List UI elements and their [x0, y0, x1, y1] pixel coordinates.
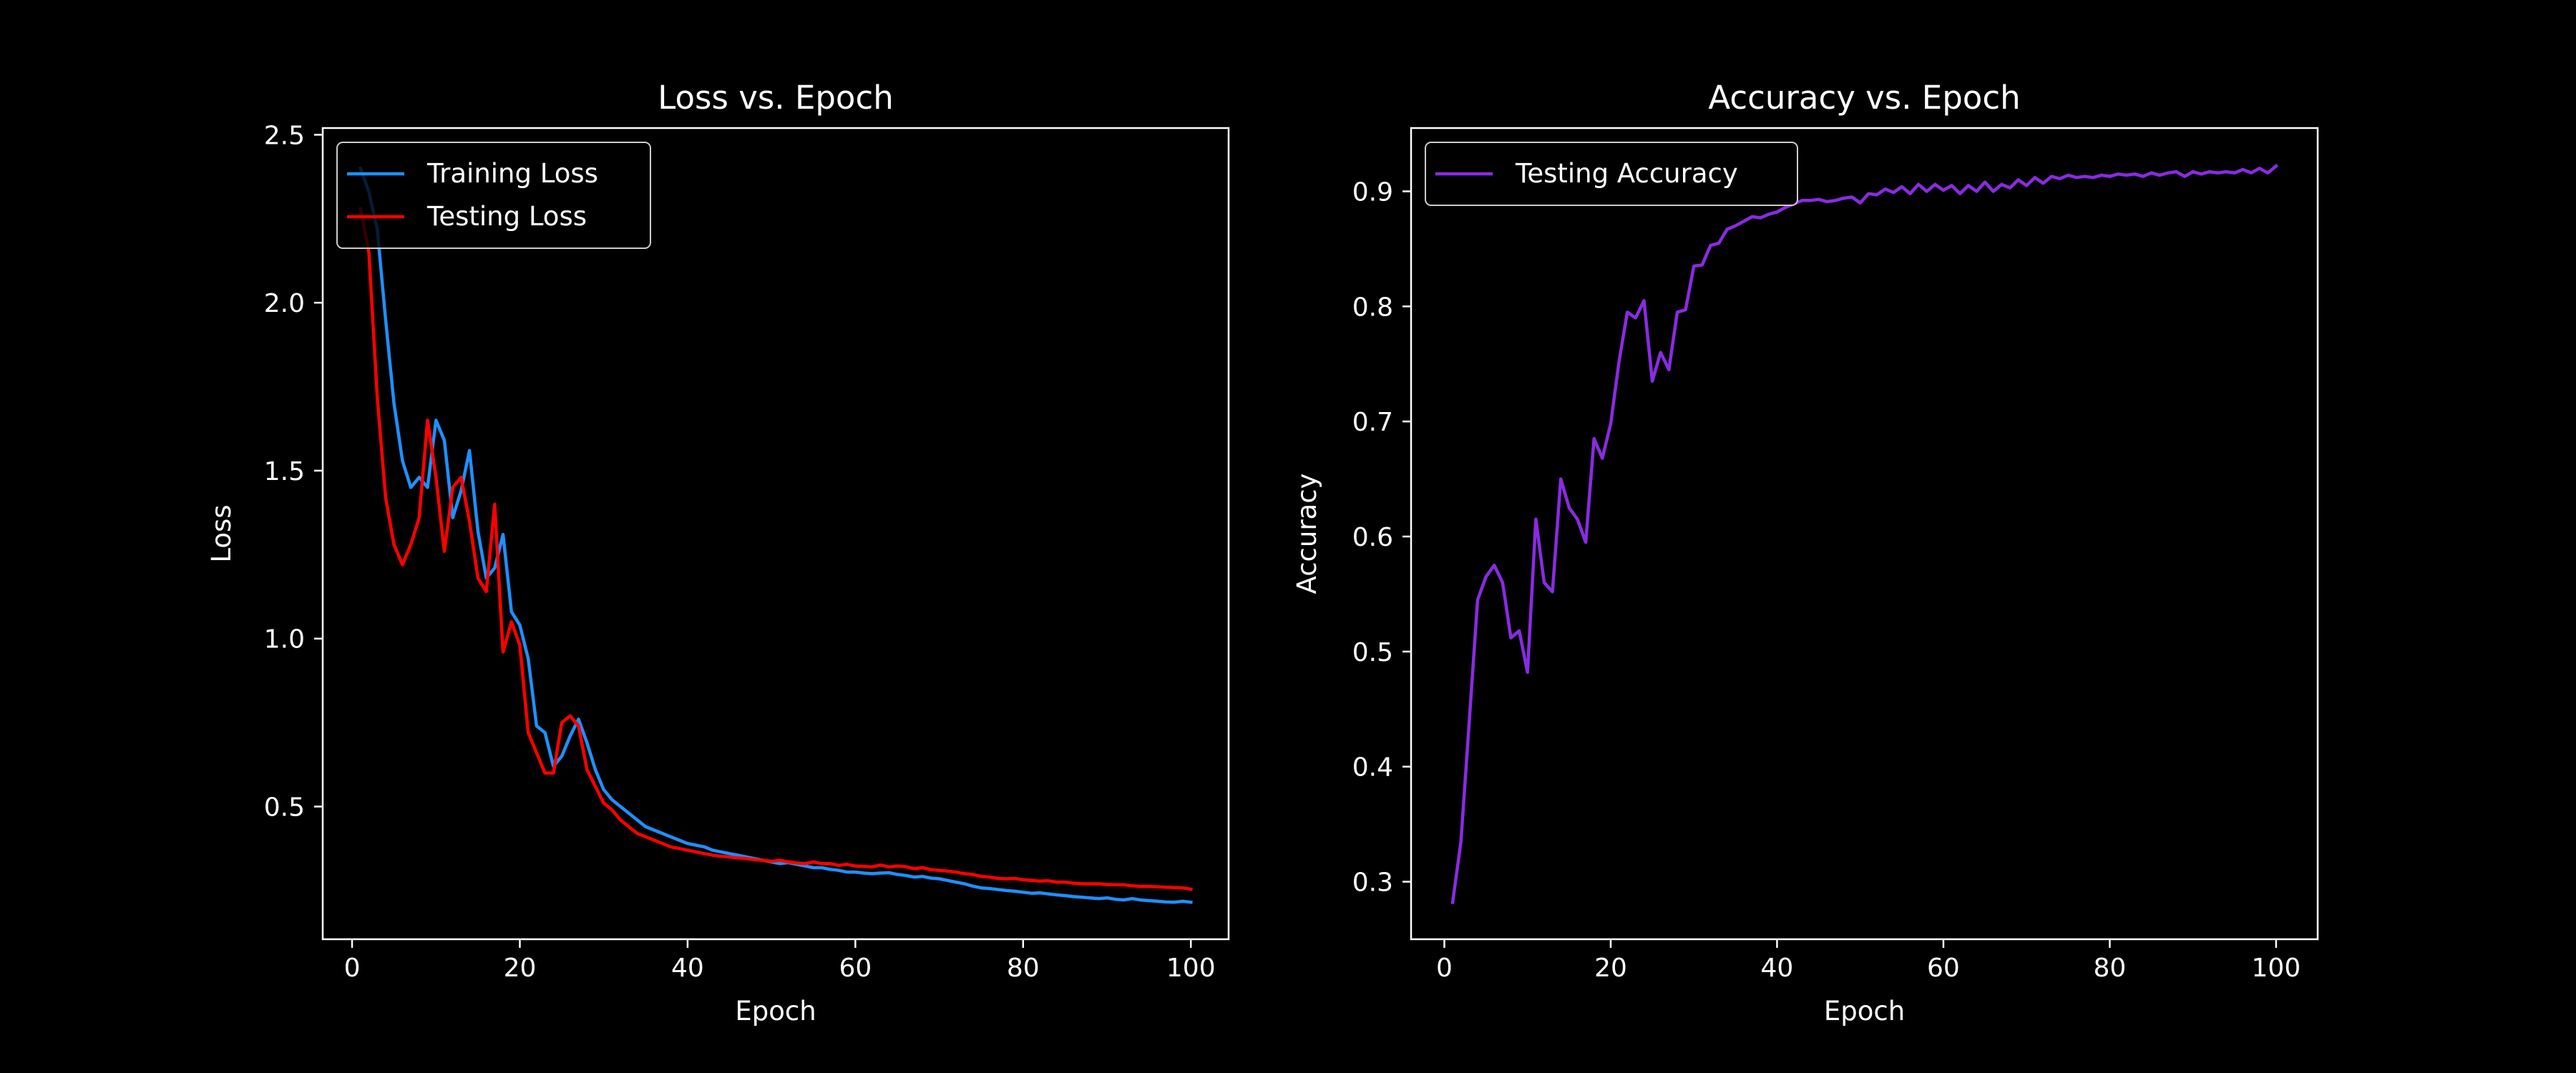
series-line-testing-loss [358, 207, 1193, 891]
y-tick-label: 1.5 [264, 457, 305, 486]
y-tick-label: 2.0 [264, 289, 305, 318]
y-tick-label: 2.5 [264, 121, 305, 150]
y-tick-label: 0.4 [1352, 753, 1393, 783]
y-axis-label: Loss [206, 504, 237, 562]
accuracy-chart: 0 20 40 60 80 100 0.3 0.4 0.5 0.6 0.7 0.8 0.9 Accurac… [1292, 79, 2319, 1027]
y-tick-label: 0.5 [264, 793, 305, 823]
series-line-testing-accuracy [1450, 163, 2279, 905]
chart-title: Accuracy vs. Epoch [1708, 79, 2020, 117]
axes-frame [321, 127, 1230, 941]
x-tick-label: 80 [1007, 954, 1040, 983]
x-tick-label: 0 [344, 954, 361, 983]
y-tick-label: 0.9 [1352, 177, 1393, 207]
legend-label-testing-loss: Testing Loss [426, 201, 587, 232]
legend-label-training-loss: Training Loss [426, 158, 598, 189]
loss-chart: 0 20 40 60 80 100 0.5 1.0 1.5 2.0 2.5 Loss vs. Epoc… [206, 79, 1230, 1027]
y-tick-label: 1.0 [264, 625, 305, 655]
x-tick-label: 80 [2093, 954, 2126, 983]
x-tick-label: 40 [671, 954, 704, 983]
x-tick-label: 100 [1166, 954, 1216, 983]
legend: Training Loss Testing Loss [336, 142, 651, 249]
y-tick-label: 0.8 [1352, 293, 1393, 322]
chart-title: Loss vs. Epoch [658, 79, 893, 117]
x-tick-label: 60 [1927, 954, 1960, 983]
x-axis-label: Epoch [735, 996, 816, 1027]
axes-frame [1410, 127, 2319, 941]
x-tick-label: 40 [1761, 954, 1794, 983]
y-tick-label: 0.3 [1352, 868, 1393, 898]
x-tick-label: 60 [839, 954, 872, 983]
legend-label-testing-accuracy: Testing Accuracy [1515, 158, 1738, 189]
y-tick-label: 0.7 [1352, 408, 1393, 437]
x-tick-label: 0 [1436, 954, 1453, 983]
y-tick-label: 0.6 [1352, 523, 1393, 552]
y-axis-label: Accuracy [1292, 474, 1322, 594]
legend: Testing Accuracy [1425, 142, 1798, 206]
x-tick-label: 100 [2252, 954, 2301, 983]
x-axis-label: Epoch [1824, 996, 1905, 1027]
x-tick-label: 20 [1594, 954, 1627, 983]
legend-box [1425, 142, 1798, 206]
x-tick-label: 20 [504, 954, 537, 983]
legend-box [336, 142, 651, 249]
y-tick-label: 0.5 [1352, 638, 1393, 667]
